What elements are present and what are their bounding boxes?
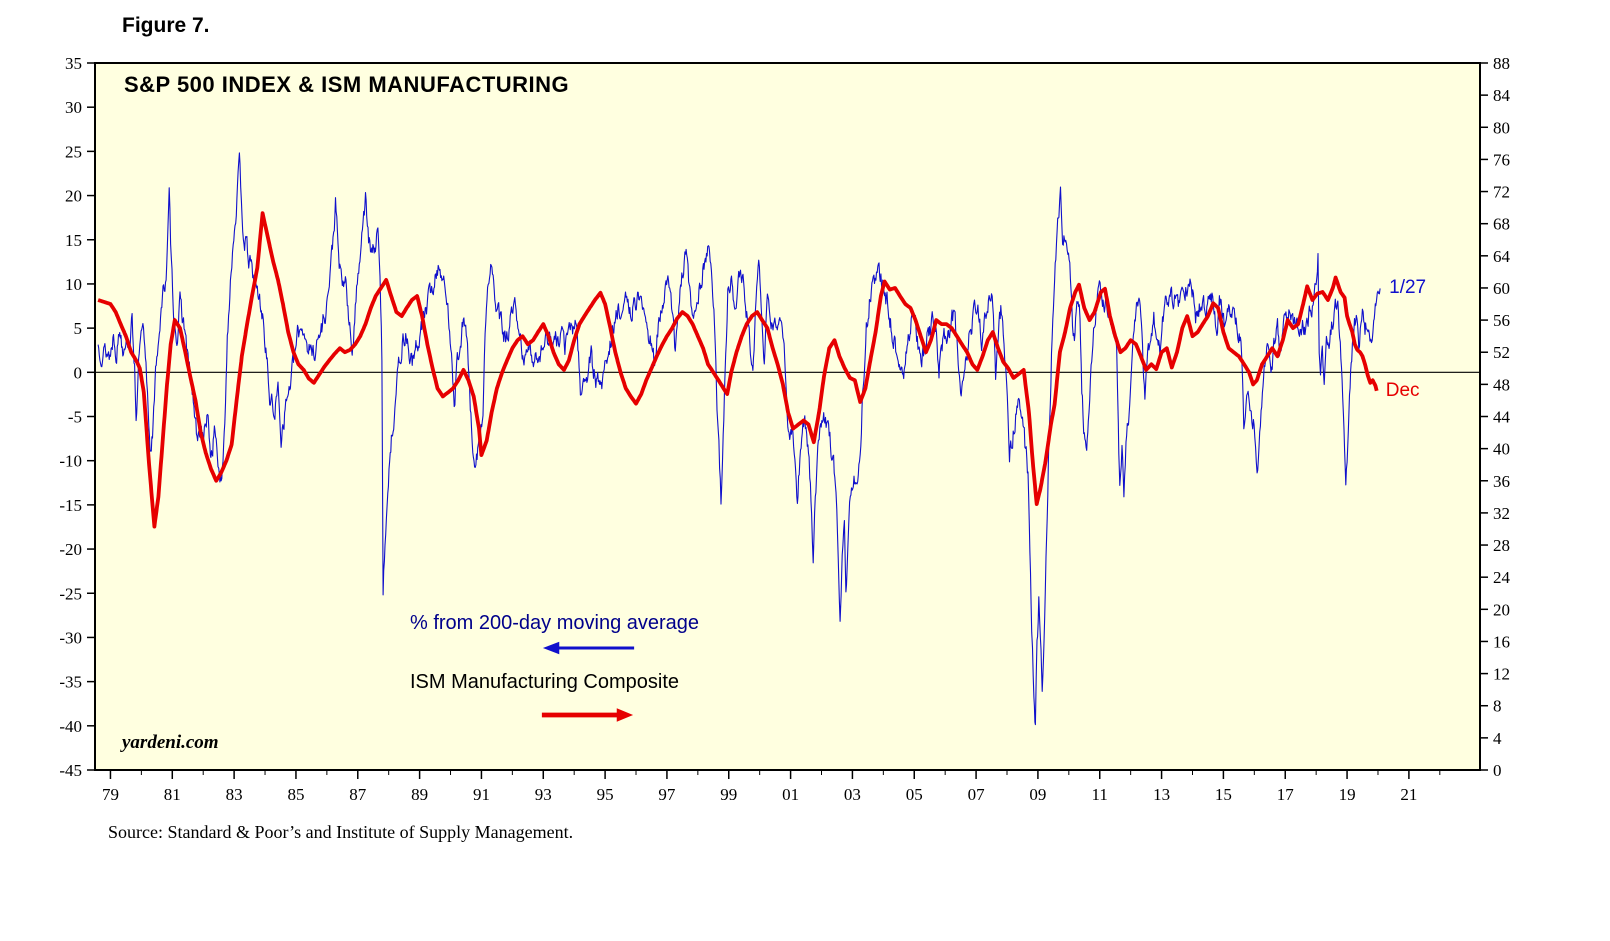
end-label-sp500: 1/27 — [1389, 277, 1427, 299]
y-left-tick-label: 5 — [74, 319, 83, 338]
y-left-tick-label: 25 — [65, 142, 82, 161]
y-right-tick-label: 80 — [1493, 118, 1510, 137]
y-right-tick-label: 8 — [1493, 697, 1502, 716]
legend-label-sp500: % from 200-day moving average — [410, 612, 700, 634]
y-left-tick-label: -10 — [59, 452, 82, 471]
y-left-tick-label: -40 — [59, 717, 82, 736]
y-right-tick-label: 4 — [1493, 729, 1502, 748]
source-line: Source: Standard & Poor’s and Institute … — [108, 822, 574, 842]
y-left-tick-label: 20 — [65, 187, 82, 206]
figure-label: Figure 7. — [122, 14, 210, 37]
series-line-sp500 — [97, 152, 1381, 726]
x-tick-label: 15 — [1215, 785, 1232, 804]
y-right-tick-label: 44 — [1493, 408, 1511, 427]
x-tick-label: 89 — [411, 785, 428, 804]
y-right-tick-label: 88 — [1493, 54, 1510, 73]
y-right-tick-label: 64 — [1493, 247, 1511, 266]
y-left-tick-label: 10 — [65, 275, 82, 294]
y-right-tick-label: 72 — [1493, 183, 1510, 202]
y-left-tick-label: 30 — [65, 98, 82, 117]
x-tick-label: 09 — [1029, 785, 1046, 804]
x-tick-label: 07 — [968, 785, 986, 804]
x-tick-label: 17 — [1277, 785, 1295, 804]
y-right-tick-label: 60 — [1493, 279, 1510, 298]
x-tick-label: 13 — [1153, 785, 1170, 804]
x-tick-label: 03 — [844, 785, 861, 804]
y-right-tick-label: 76 — [1493, 150, 1510, 169]
y-right-tick-label: 68 — [1493, 215, 1510, 234]
x-tick-label: 79 — [102, 785, 119, 804]
legend-label-ism: ISM Manufacturing Composite — [410, 671, 680, 693]
x-tick-label: 81 — [164, 785, 181, 804]
x-tick-label: 05 — [906, 785, 923, 804]
x-tick-label: 95 — [597, 785, 614, 804]
y-left-tick-label: 0 — [74, 363, 83, 382]
series-line-ism — [96, 211, 1379, 529]
x-tick-label: 85 — [287, 785, 304, 804]
y-right-tick-label: 24 — [1493, 568, 1511, 587]
y-left-tick-label: -20 — [59, 540, 82, 559]
chart-title: S&P 500 INDEX & ISM MANUFACTURING — [124, 72, 570, 97]
y-right-tick-label: 20 — [1493, 600, 1510, 619]
x-tick-label: 21 — [1400, 785, 1417, 804]
x-tick-label: 91 — [473, 785, 490, 804]
y-left-tick-label: 35 — [65, 54, 82, 73]
x-tick-label: 99 — [720, 785, 737, 804]
y-right-tick-label: 40 — [1493, 440, 1510, 459]
x-tick-label: 83 — [226, 785, 243, 804]
legend-arrow-right-icon — [541, 708, 634, 722]
y-right-tick-label: 28 — [1493, 536, 1510, 555]
legend-arrow-left-icon — [542, 641, 635, 655]
y-right-tick-label: 84 — [1493, 86, 1511, 105]
y-right-tick-label: 32 — [1493, 504, 1510, 523]
x-tick-label: 87 — [349, 785, 367, 804]
y-right-tick-label: 36 — [1493, 472, 1510, 491]
y-left-tick-label: -15 — [59, 496, 82, 515]
y-right-tick-label: 48 — [1493, 375, 1510, 394]
y-right-tick-label: 0 — [1493, 761, 1502, 780]
y-right-tick-label: 16 — [1493, 632, 1510, 651]
y-left-tick-label: -5 — [68, 408, 82, 427]
y-left-tick-label: 15 — [65, 231, 82, 250]
plot-border — [94, 62, 1481, 771]
end-label-ism: Dec — [1385, 379, 1420, 401]
x-tick-label: 97 — [658, 785, 676, 804]
watermark-yardeni: yardeni.com — [122, 732, 219, 753]
x-tick-label: 19 — [1339, 785, 1356, 804]
y-left-tick-label: -25 — [59, 584, 82, 603]
x-tick-label: 93 — [535, 785, 552, 804]
x-tick-label: 01 — [782, 785, 799, 804]
y-left-tick-label: -30 — [59, 628, 82, 647]
x-tick-label: 11 — [1092, 785, 1108, 804]
y-left-tick-label: -35 — [59, 673, 82, 692]
y-right-tick-label: 56 — [1493, 311, 1510, 330]
y-right-tick-label: 52 — [1493, 343, 1510, 362]
y-left-tick-label: -45 — [59, 761, 82, 780]
y-right-tick-label: 12 — [1493, 665, 1510, 684]
